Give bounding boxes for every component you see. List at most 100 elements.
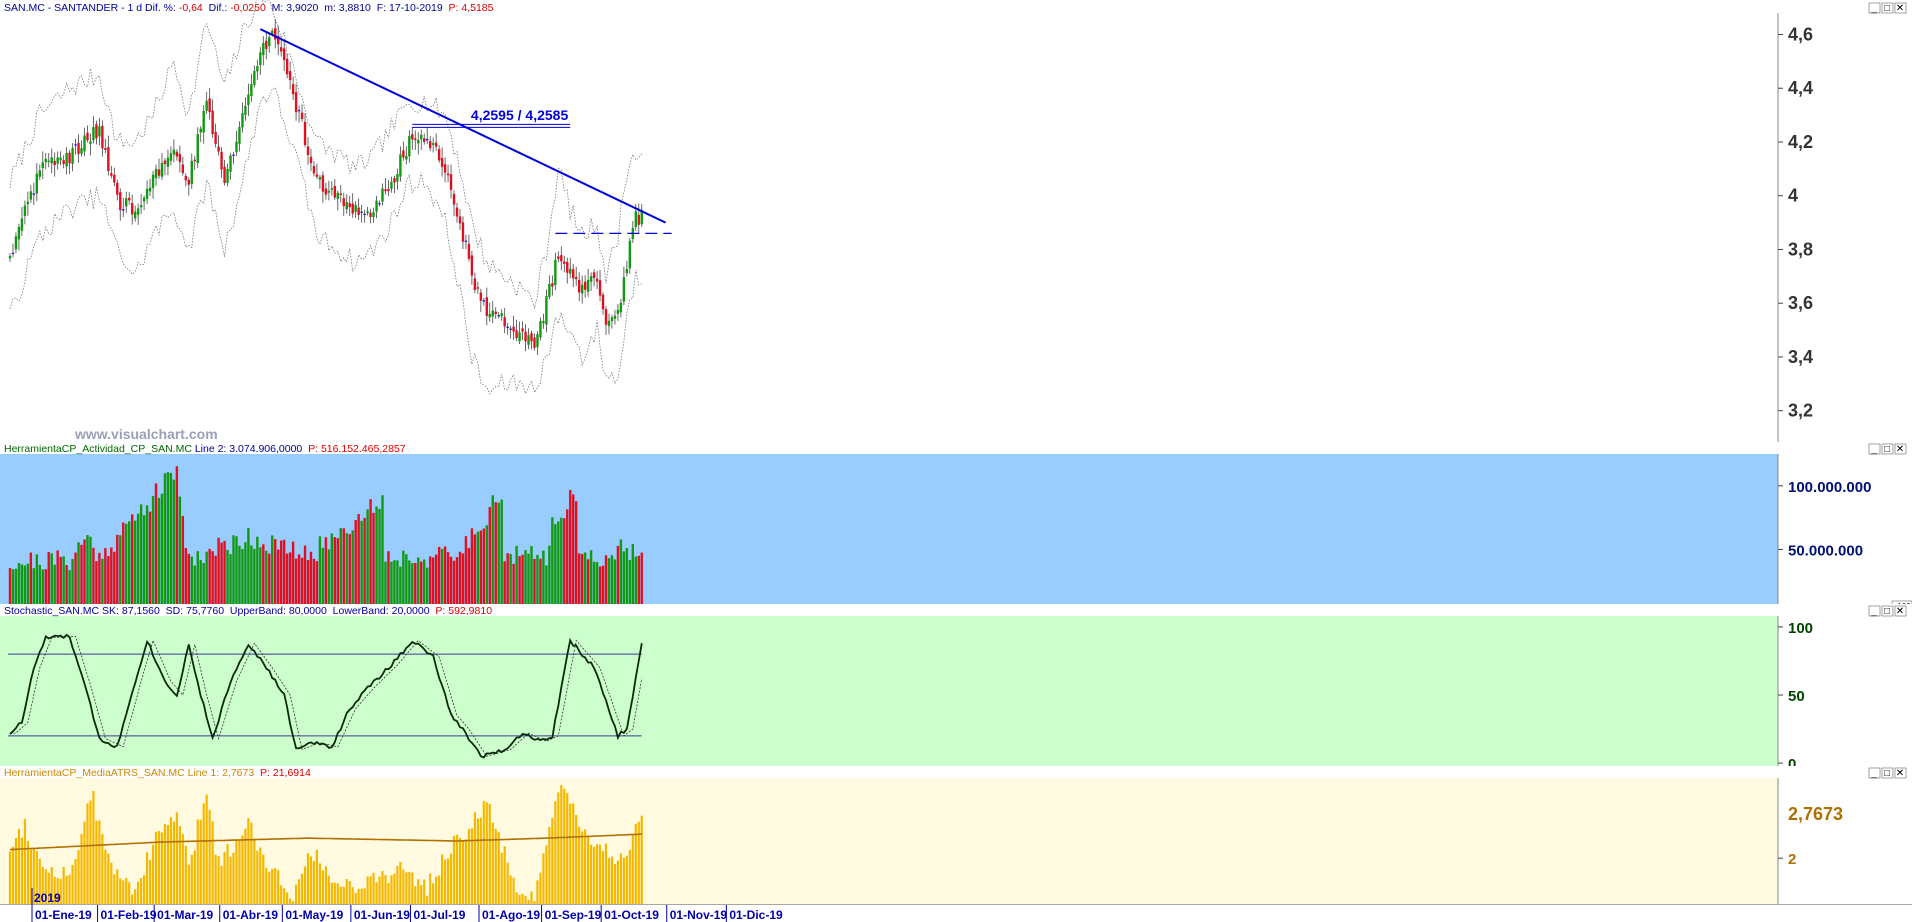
window-control-0-label[interactable]: _ [1870,444,1877,455]
window-control-2-label[interactable]: ✕ [1896,606,1904,617]
candle [366,207,369,216]
window-control-2[interactable] [1894,605,1907,617]
atr-bar [303,866,307,904]
volume-bar [503,561,506,613]
atr-bar [193,850,196,904]
volume-bar [548,545,551,613]
candle [306,137,310,165]
atr-bar [503,846,506,904]
window-control-1[interactable] [1881,605,1894,617]
window-control-1-label[interactable]: □ [1884,444,1890,455]
atr-bar [458,837,462,904]
volume-tick-label-0: 100.000.000 [1788,479,1871,496]
candle [557,251,560,263]
volume-bar [345,533,348,613]
window-control-2[interactable] [1894,2,1907,14]
window-control-2-label[interactable]: ✕ [1896,444,1904,455]
candle [446,164,450,183]
window-control-1[interactable] [1881,443,1894,455]
candle-body [363,213,366,215]
candle [41,151,44,180]
window-control-2[interactable] [1894,767,1907,779]
atr-bar [539,872,542,904]
candle [285,53,289,79]
atr-ma-line [9,833,642,851]
candle [390,176,393,193]
window-control-1-label[interactable]: □ [1884,606,1890,617]
atr-bar [545,845,548,904]
volume-bar [634,556,637,613]
candle [330,181,334,196]
window-control-0[interactable] [1868,443,1881,455]
atr-bar [575,815,578,904]
volume-bar [297,554,301,613]
candle-body [530,333,533,342]
stoch-tick-label-1: 50 [1788,688,1805,705]
atr-bar [11,846,15,904]
volume-bar [199,559,202,613]
candle [539,317,542,341]
candle-body [62,160,65,165]
volume-bar [178,496,182,613]
candle-body [476,287,480,289]
atr-bar [226,844,229,904]
candle [151,170,155,199]
candle-body [274,28,277,40]
candle [20,207,24,237]
volume-bar [288,552,292,613]
volume-bar [482,528,486,613]
candle [113,167,116,187]
atr-bar [464,839,468,904]
atr-bar [417,879,420,904]
window-control-2-label[interactable]: ✕ [1896,768,1904,779]
atr-bar [128,882,131,904]
candle [279,37,283,57]
x-label-10: 01-Nov-19 [670,908,728,922]
volume-bar [628,559,632,613]
candle-body [455,207,459,217]
candle-body [521,328,524,332]
window-control-0-label[interactable]: _ [1870,3,1877,14]
atr-bar [32,848,35,904]
candle-body [470,255,474,276]
price-plot-area [0,13,1778,451]
candle [616,304,620,321]
window-control-2-label[interactable]: ✕ [1896,3,1904,14]
candle [172,139,176,163]
volume-bar [205,551,208,613]
window-control-0-label[interactable]: _ [1870,606,1877,617]
atr-bar [581,831,584,904]
window-control-0[interactable] [1868,2,1881,14]
volume-bar [223,540,226,613]
panel-price: SAN.MC - SANTANDER - 1 d Dif. %: -0,64 D… [0,0,1912,453]
x-label-11: 01-Dic-19 [729,908,783,922]
volume-bar [434,554,438,613]
candle [592,269,596,287]
window-control-1-label[interactable]: □ [1884,3,1890,14]
window-control-0-label[interactable]: _ [1870,768,1877,779]
stochastic-header-part-5: P: 592,9810 [430,605,493,617]
window-control-1-label[interactable]: □ [1884,768,1890,779]
window-control-1[interactable] [1881,2,1894,14]
window-control-0[interactable] [1868,767,1881,779]
candle [139,193,143,215]
candle [551,275,554,296]
volume-bar [476,531,480,613]
candle-body [595,278,599,282]
candle-body [551,283,554,287]
volume-bar [402,550,405,613]
candle [107,135,110,176]
window-control-1[interactable] [1881,767,1894,779]
atr-header-part-0: HerramientaCP_MediaATRS_SAN.MC [4,767,188,779]
window-control-0[interactable] [1868,605,1881,617]
candle-body [339,193,342,196]
candle [476,281,480,294]
panel-volume: HerramientaCP_Actividad_CP_SAN.MC Line 2… [0,442,1912,623]
candle-body [333,186,337,198]
candle-body [56,157,59,164]
candle [193,155,196,170]
candle [503,307,506,334]
window-control-2[interactable] [1894,443,1907,455]
atr-bar [327,875,330,904]
price-tick-label-0: 4,6 [1788,24,1813,44]
